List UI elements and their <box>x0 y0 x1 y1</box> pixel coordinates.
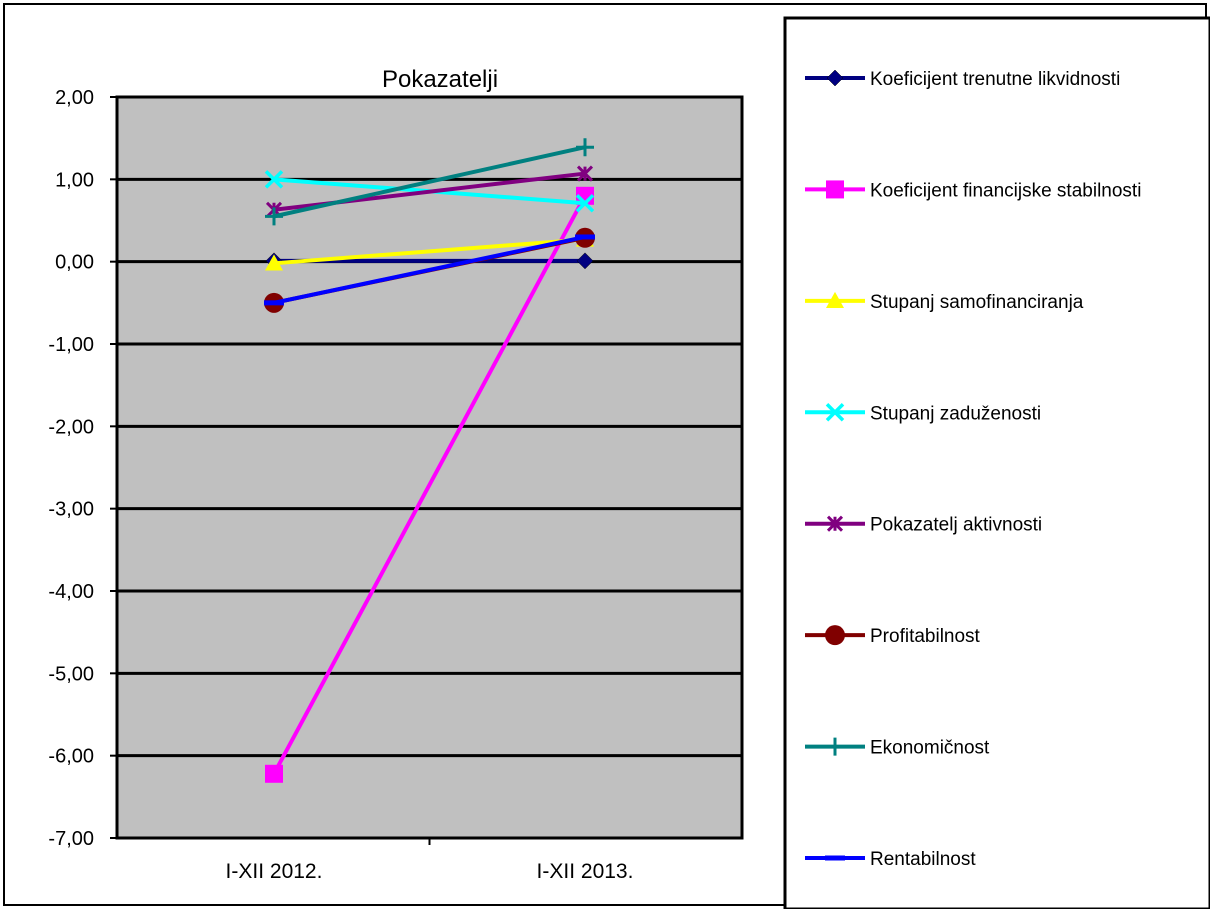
plot-area <box>117 97 742 838</box>
y-tick-label: 0,00 <box>55 252 94 274</box>
legend-item: Profitabilnost <box>805 625 981 647</box>
legend-marker <box>825 856 845 861</box>
legend-marker <box>825 625 845 645</box>
legend-label: Pokazatelj aktivnosti <box>870 515 1042 536</box>
data-point <box>264 300 284 305</box>
y-tick-label: -2,00 <box>48 416 94 438</box>
x-tick-label: I-XII 2012. <box>226 860 323 883</box>
y-tick-label: -5,00 <box>48 663 94 685</box>
y-tick-label: -1,00 <box>48 334 94 356</box>
legend-label: Stupanj samofinanciranja <box>870 292 1084 313</box>
y-tick-label: -6,00 <box>48 746 94 768</box>
y-tick-label: -7,00 <box>48 828 94 850</box>
y-tick-label: -4,00 <box>48 581 94 603</box>
chart-title: Pokazatelji <box>382 66 498 93</box>
legend-label: Koeficijent financijske stabilnosti <box>870 180 1141 201</box>
data-point <box>575 234 595 239</box>
y-tick-label: 2,00 <box>55 87 94 109</box>
legend-box <box>785 18 1210 909</box>
legend-marker <box>826 180 844 198</box>
legend-label: Stupanj zaduženosti <box>870 403 1041 424</box>
data-point <box>265 765 283 783</box>
x-tick-label: I-XII 2013. <box>537 860 634 883</box>
legend-label: Koeficijent trenutne likvidnosti <box>870 69 1120 90</box>
legend-label: Rentabilnost <box>870 849 976 870</box>
legend-label: Profitabilnost <box>870 626 981 647</box>
legend-label: Ekonomičnost <box>870 738 990 759</box>
y-tick-label: -3,00 <box>48 499 94 521</box>
y-tick-label: 1,00 <box>55 169 94 191</box>
